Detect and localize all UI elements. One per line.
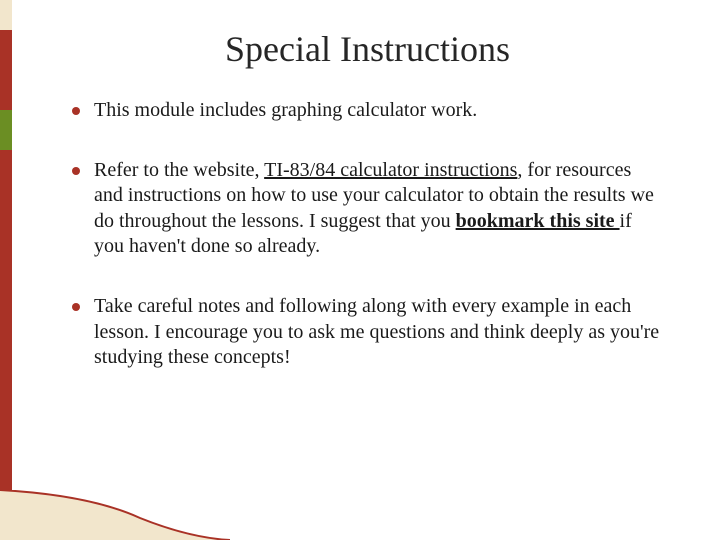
bullet-text-2-bold: bookmark this site [456,210,620,232]
bar-segment-red-top [0,30,12,110]
left-accent-bar [0,0,12,540]
slide-content: Special Instructions This module include… [12,0,720,540]
bullet-item-3: Take careful notes and following along w… [70,294,665,371]
bullet-text-1: This module includes graphing calculator… [94,99,477,121]
bullet-item-2: Refer to the website, TI-83/84 calculato… [70,158,665,260]
slide-title: Special Instructions [70,28,665,70]
bullet-item-1: This module includes graphing calculator… [70,98,665,124]
bullet-text-2-pre: Refer to the website, [94,159,264,181]
bullet-text-3: Take careful notes and following along w… [94,295,659,368]
bar-segment-red-main [0,150,12,540]
bar-segment-green [0,110,12,150]
bullet-list: This module includes graphing calculator… [70,98,665,371]
bar-segment-cream [0,0,12,30]
calculator-instructions-link[interactable]: TI-83/84 calculator instructions [264,159,517,181]
